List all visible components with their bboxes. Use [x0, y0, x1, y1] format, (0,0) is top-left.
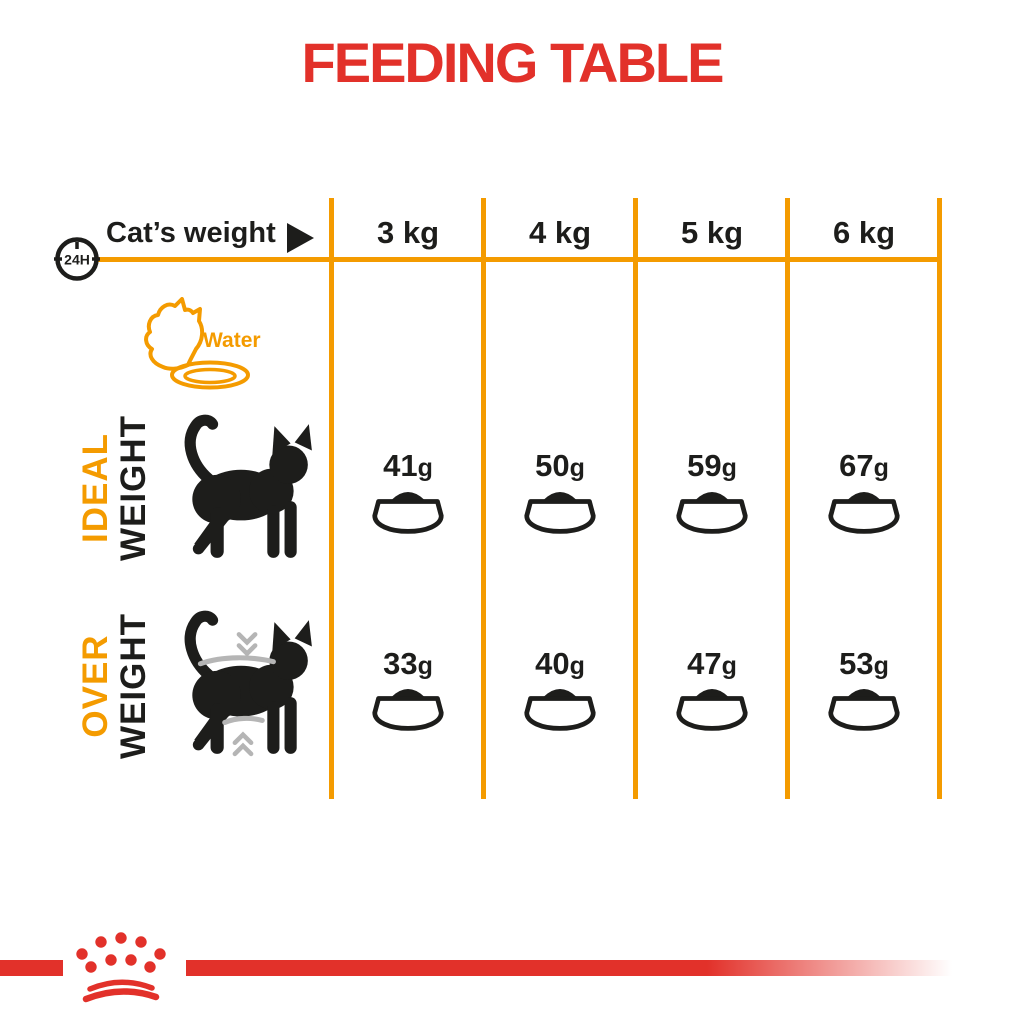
- food-bowl-icon: [676, 689, 748, 731]
- drinking-cat-icon: [144, 297, 250, 390]
- cell-amount: 50: [535, 448, 570, 483]
- cell-ideal-3kg: 41g: [332, 448, 484, 484]
- food-bowl-icon: [828, 689, 900, 731]
- food-bowl-icon: [524, 689, 596, 731]
- row-label-over: OVER: [76, 634, 115, 738]
- column-header-3kg: 3 kg: [376, 215, 440, 250]
- grid-vline-5: [937, 198, 942, 799]
- royal-canin-crown-icon: [76, 932, 166, 1003]
- cell-ideal-6kg: 67g: [788, 448, 940, 484]
- cat-silhouette-icon: [184, 414, 312, 558]
- food-bowl-icon: [372, 689, 444, 731]
- grid-vline-4: [785, 198, 790, 799]
- brand-stripe-right: [186, 960, 952, 976]
- cell-unit: g: [873, 652, 889, 680]
- right-triangle-icon: [287, 223, 314, 253]
- 24h-clock-icon: 24H: [54, 237, 100, 281]
- cell-over-3kg: 33g: [332, 646, 484, 682]
- grid-vline-1: [329, 198, 334, 799]
- column-header-6kg: 6 kg: [832, 215, 896, 250]
- cell-amount: 40: [535, 646, 570, 681]
- grid-hline: [98, 257, 942, 262]
- brand-stripe-left: [0, 960, 63, 976]
- row-header-cats-weight: Cat’s weight: [106, 217, 276, 249]
- cell-ideal-4kg: 50g: [484, 448, 636, 484]
- column-header-4kg: 4 kg: [528, 215, 592, 250]
- column-header-5kg: 5 kg: [680, 215, 744, 250]
- cell-unit: g: [417, 454, 433, 482]
- cell-over-4kg: 40g: [484, 646, 636, 682]
- row-label-ideal: IDEAL: [76, 433, 115, 543]
- slimming-guides: [197, 632, 276, 757]
- row-label-over-weight: WEIGHT: [114, 613, 153, 759]
- cell-amount: 33: [383, 646, 418, 681]
- grid-vline-2: [481, 198, 486, 799]
- cell-unit: g: [569, 454, 585, 482]
- water-label: Water: [203, 329, 261, 352]
- food-bowl-icon: [828, 492, 900, 534]
- cell-unit: g: [721, 454, 737, 482]
- clock-label: 24H: [64, 252, 90, 268]
- page-title: FEEDING TABLE: [301, 31, 725, 94]
- overweight-cat-silhouette-icon: [184, 610, 312, 757]
- cell-amount: 53: [839, 646, 874, 681]
- cell-unit: g: [721, 652, 737, 680]
- food-bowl-icon: [372, 492, 444, 534]
- cell-unit: g: [417, 652, 433, 680]
- cell-over-6kg: 53g: [788, 646, 940, 682]
- grid-vline-3: [633, 198, 638, 799]
- cell-amount: 67: [839, 448, 874, 483]
- cell-over-5kg: 47g: [636, 646, 788, 682]
- food-bowl-icon: [524, 492, 596, 534]
- food-bowl-icon: [676, 492, 748, 534]
- cell-amount: 47: [687, 646, 722, 681]
- cell-amount: 41: [383, 448, 418, 483]
- row-label-ideal-weight: WEIGHT: [114, 415, 153, 561]
- cell-ideal-5kg: 59g: [636, 448, 788, 484]
- cell-unit: g: [873, 454, 889, 482]
- cell-unit: g: [569, 652, 585, 680]
- cell-amount: 59: [687, 448, 722, 483]
